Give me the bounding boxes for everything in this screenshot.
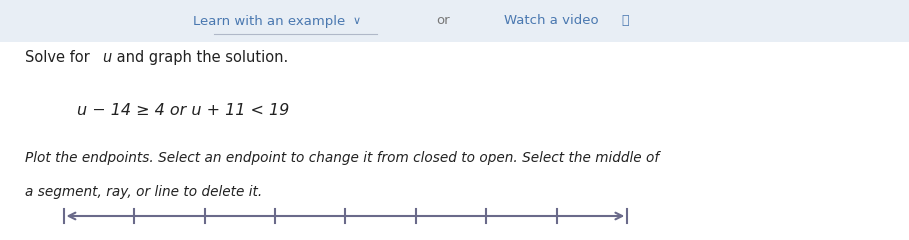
Text: and graph the solution.: and graph the solution.: [112, 50, 288, 65]
Text: u − 14 ≥ 4 or u + 11 < 19: u − 14 ≥ 4 or u + 11 < 19: [77, 103, 289, 118]
Text: ∨: ∨: [353, 16, 361, 26]
Text: Watch a video: Watch a video: [504, 14, 604, 28]
Bar: [0, 0, 909, 42]
Text: a segment, ray, or line to delete it.: a segment, ray, or line to delete it.: [25, 185, 263, 199]
Bar: [0, 42, 909, 240]
Text: or: or: [436, 14, 449, 28]
Text: Plot the endpoints. Select an endpoint to change it from closed to open. Select : Plot the endpoints. Select an endpoint t…: [25, 151, 660, 165]
Text: Ⓟ: Ⓟ: [622, 14, 629, 28]
Text: Learn with an example: Learn with an example: [194, 14, 350, 28]
Text: Solve for: Solve for: [25, 50, 95, 65]
Text: u: u: [102, 50, 111, 65]
